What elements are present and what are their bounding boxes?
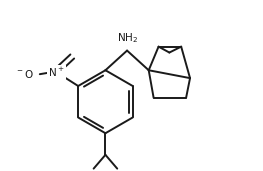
Text: $^-$O: $^-$O: [15, 68, 34, 80]
Text: N$^+$: N$^+$: [48, 66, 65, 79]
Text: NH$_2$: NH$_2$: [118, 31, 139, 45]
